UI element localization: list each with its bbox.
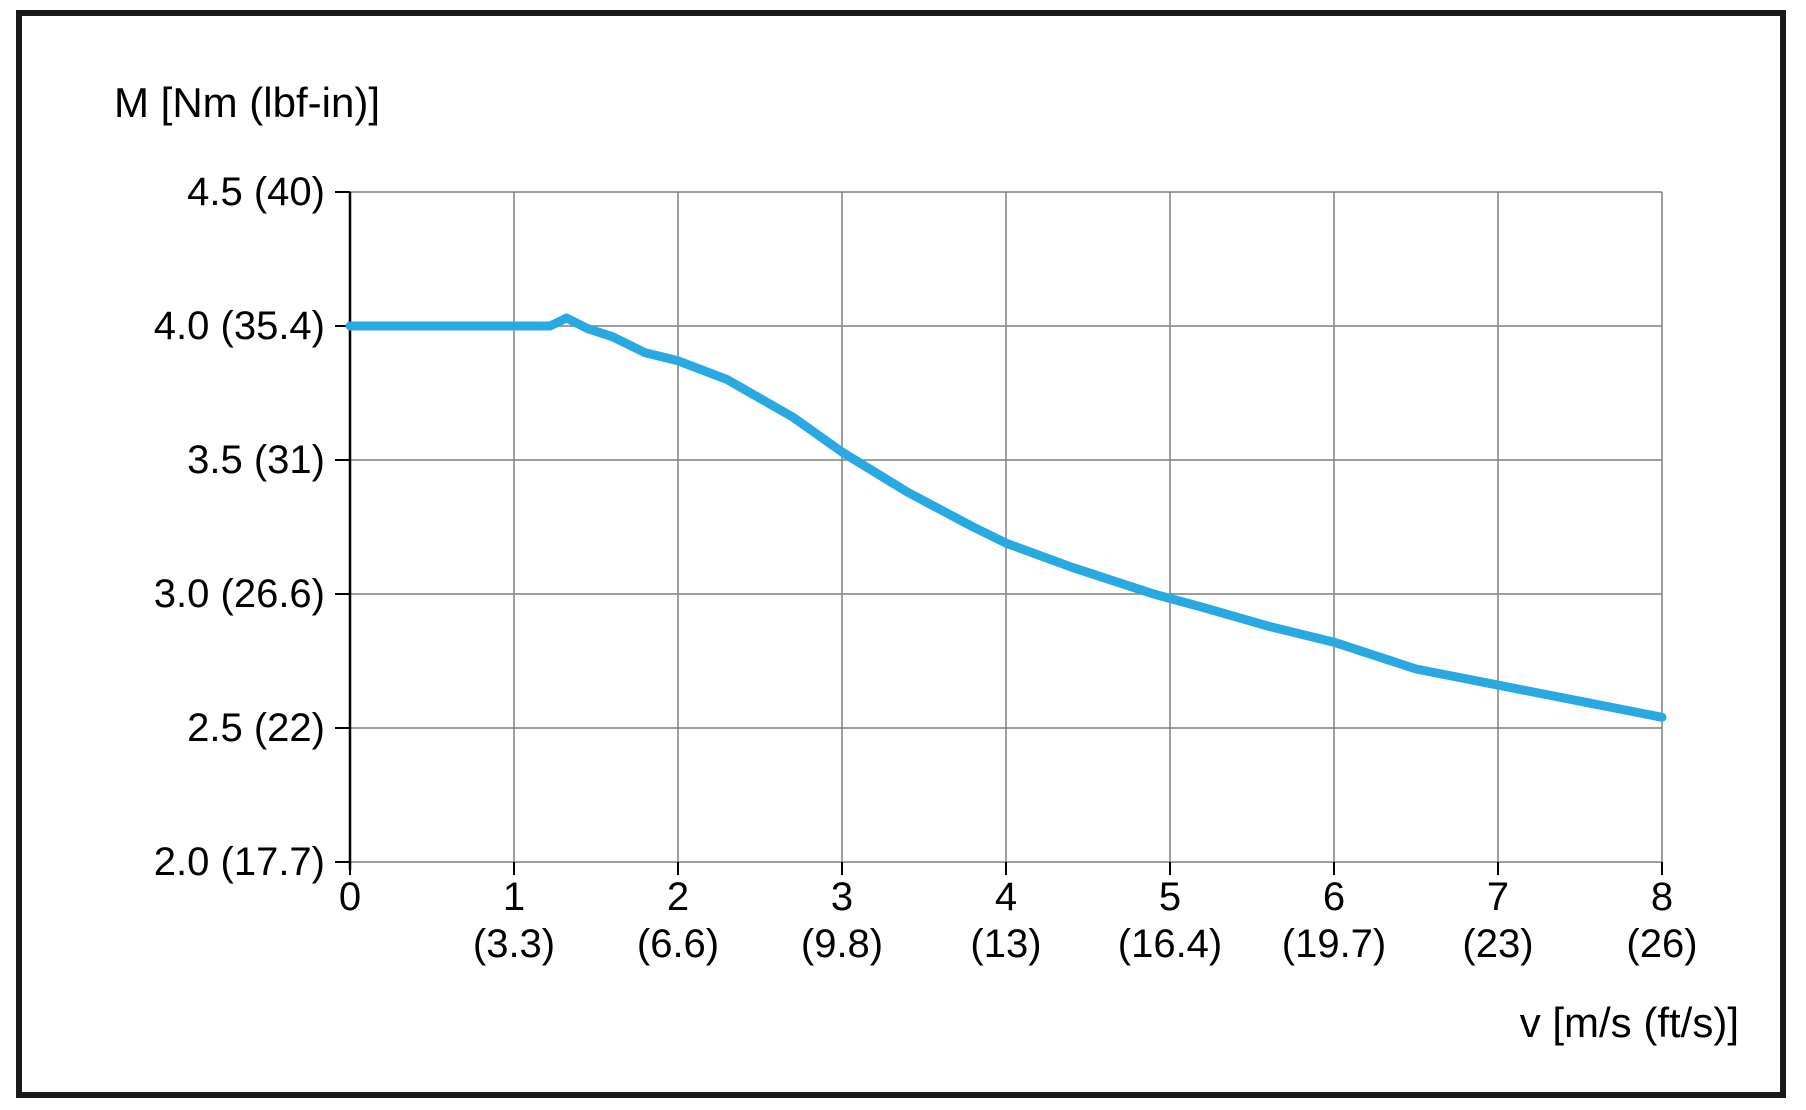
x-tick-primary: 7: [1486, 875, 1510, 919]
x-tick-secondary: (9.8): [800, 922, 884, 966]
x-tick-primary: 5: [1158, 875, 1182, 919]
x-tick-secondary: (23): [1462, 922, 1534, 966]
x-tick-primary: 4: [994, 875, 1018, 919]
x-axis-title: v [m/s (ft/s)]: [1519, 999, 1739, 1046]
y-tick-label: 3.0 (26.6): [153, 572, 325, 616]
y-tick-label: 2.5 (22): [187, 706, 325, 750]
x-tick-secondary: (3.3): [472, 922, 556, 966]
x-tick-primary: 0: [338, 875, 362, 919]
x-tick-label: 2 (6.6): [578, 874, 778, 968]
x-tick-secondary: (19.7): [1281, 922, 1387, 966]
x-tick-label: 7 (23): [1398, 874, 1598, 968]
x-tick-label: 3 (9.8): [742, 874, 942, 968]
x-tick-primary: 2: [666, 875, 690, 919]
y-tick-label: 4.5 (40): [187, 170, 325, 214]
x-tick-primary: 6: [1322, 875, 1346, 919]
x-tick-primary: 8: [1650, 875, 1674, 919]
x-tick-label: 4 (13): [906, 874, 1106, 968]
y-tick-label: 2.0 (17.7): [153, 840, 325, 884]
x-tick-label: 6 (19.7): [1234, 874, 1434, 968]
x-tick-primary: 3: [830, 875, 854, 919]
y-axis-title: M [Nm (lbf-in)]: [114, 79, 380, 126]
x-tick-secondary: (13): [970, 922, 1042, 966]
x-tick-label: 5 (16.4): [1070, 874, 1270, 968]
x-tick-primary: 1: [502, 875, 526, 919]
x-tick-secondary: (6.6): [636, 922, 720, 966]
x-tick-secondary: (26): [1626, 922, 1698, 966]
series-torque-vs-belt-speed: [345, 313, 1667, 722]
plot-svg: [335, 191, 1667, 875]
x-tick-label: 8 (26): [1562, 874, 1762, 968]
x-tick-label: 1 (3.3): [414, 874, 614, 968]
x-tick-secondary: (16.4): [1117, 922, 1223, 966]
x-tick-label: 0: [250, 874, 450, 921]
y-tick-label: 3.5 (31): [187, 438, 325, 482]
y-tick-label: 4.0 (35.4): [153, 304, 325, 348]
plot-area: [335, 191, 1667, 875]
chart-frame: M [Nm (lbf-in)] 4.5 (40) 4.0 (35.4) 3.5 (3…: [16, 10, 1786, 1098]
